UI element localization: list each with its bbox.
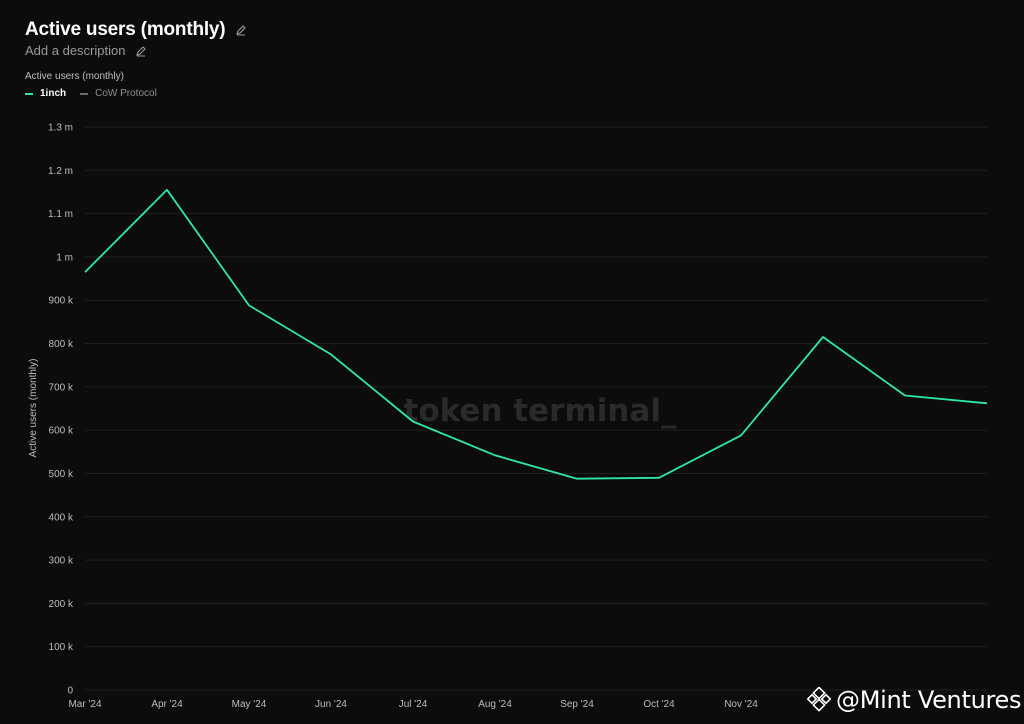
x-tick-label: Jul '24 (399, 699, 428, 710)
x-tick-label: Oct '24 (643, 699, 675, 710)
x-tick-label: Nov '24 (724, 699, 758, 710)
description-row[interactable]: Add a description (25, 43, 149, 58)
y-tick-label: 1 m (56, 252, 73, 263)
y-tick-label: 1.2 m (48, 166, 73, 177)
y-tick-label: 400 k (49, 512, 74, 523)
token-terminal-watermark: token terminal_ (404, 393, 677, 429)
chart-header: Active users (monthly) (25, 19, 249, 41)
chart-legend: 1inch CoW Protocol (25, 88, 171, 99)
x-tick-label: Apr '24 (151, 699, 183, 710)
x-tick-label: Mar '24 (68, 699, 101, 710)
y-tick-label: 900 k (49, 296, 74, 307)
y-tick-label: 300 k (49, 556, 74, 567)
legend-label-cow-protocol: CoW Protocol (95, 88, 157, 99)
y-tick-label: 800 k (49, 339, 74, 350)
x-tick-label: Jun '24 (315, 699, 347, 710)
legend-swatch-1inch (25, 92, 33, 95)
legend-swatch-cow-protocol (80, 92, 89, 95)
edit-title-icon[interactable] (235, 23, 249, 37)
y-tick-label: 500 k (49, 469, 74, 480)
watermark-badge-text: @Mint Ventures (836, 686, 1022, 714)
y-tick-label: 1.1 m (48, 209, 73, 220)
legend-label-1inch: 1inch (40, 88, 67, 99)
y-tick-label: 0 (67, 686, 73, 697)
legend-item-1inch[interactable]: 1inch (25, 88, 66, 99)
x-tick-label: Sep '24 (560, 699, 594, 710)
y-axis-title: Active users (monthly) (28, 359, 39, 458)
legend-item-cow-protocol[interactable]: CoW Protocol (80, 88, 157, 99)
metric-label: Active users (monthly) (25, 71, 124, 82)
series-line-1inch (84, 188, 988, 480)
x-tick-label: May '24 (232, 699, 267, 710)
mint-ventures-watermark: @Mint Ventures (806, 686, 1021, 714)
binance-logo-icon (806, 687, 832, 712)
edit-description-icon[interactable] (135, 44, 149, 58)
y-tick-label: 600 k (49, 426, 74, 437)
y-tick-label: 700 k (49, 382, 74, 393)
y-tick-label: 100 k (49, 642, 74, 653)
y-tick-label: 1.3 m (48, 123, 73, 134)
y-tick-label: 200 k (49, 599, 74, 610)
add-description-link[interactable]: Add a description (25, 43, 126, 58)
x-tick-label: Aug '24 (478, 699, 512, 710)
chart-title: Active users (monthly) (25, 19, 226, 40)
